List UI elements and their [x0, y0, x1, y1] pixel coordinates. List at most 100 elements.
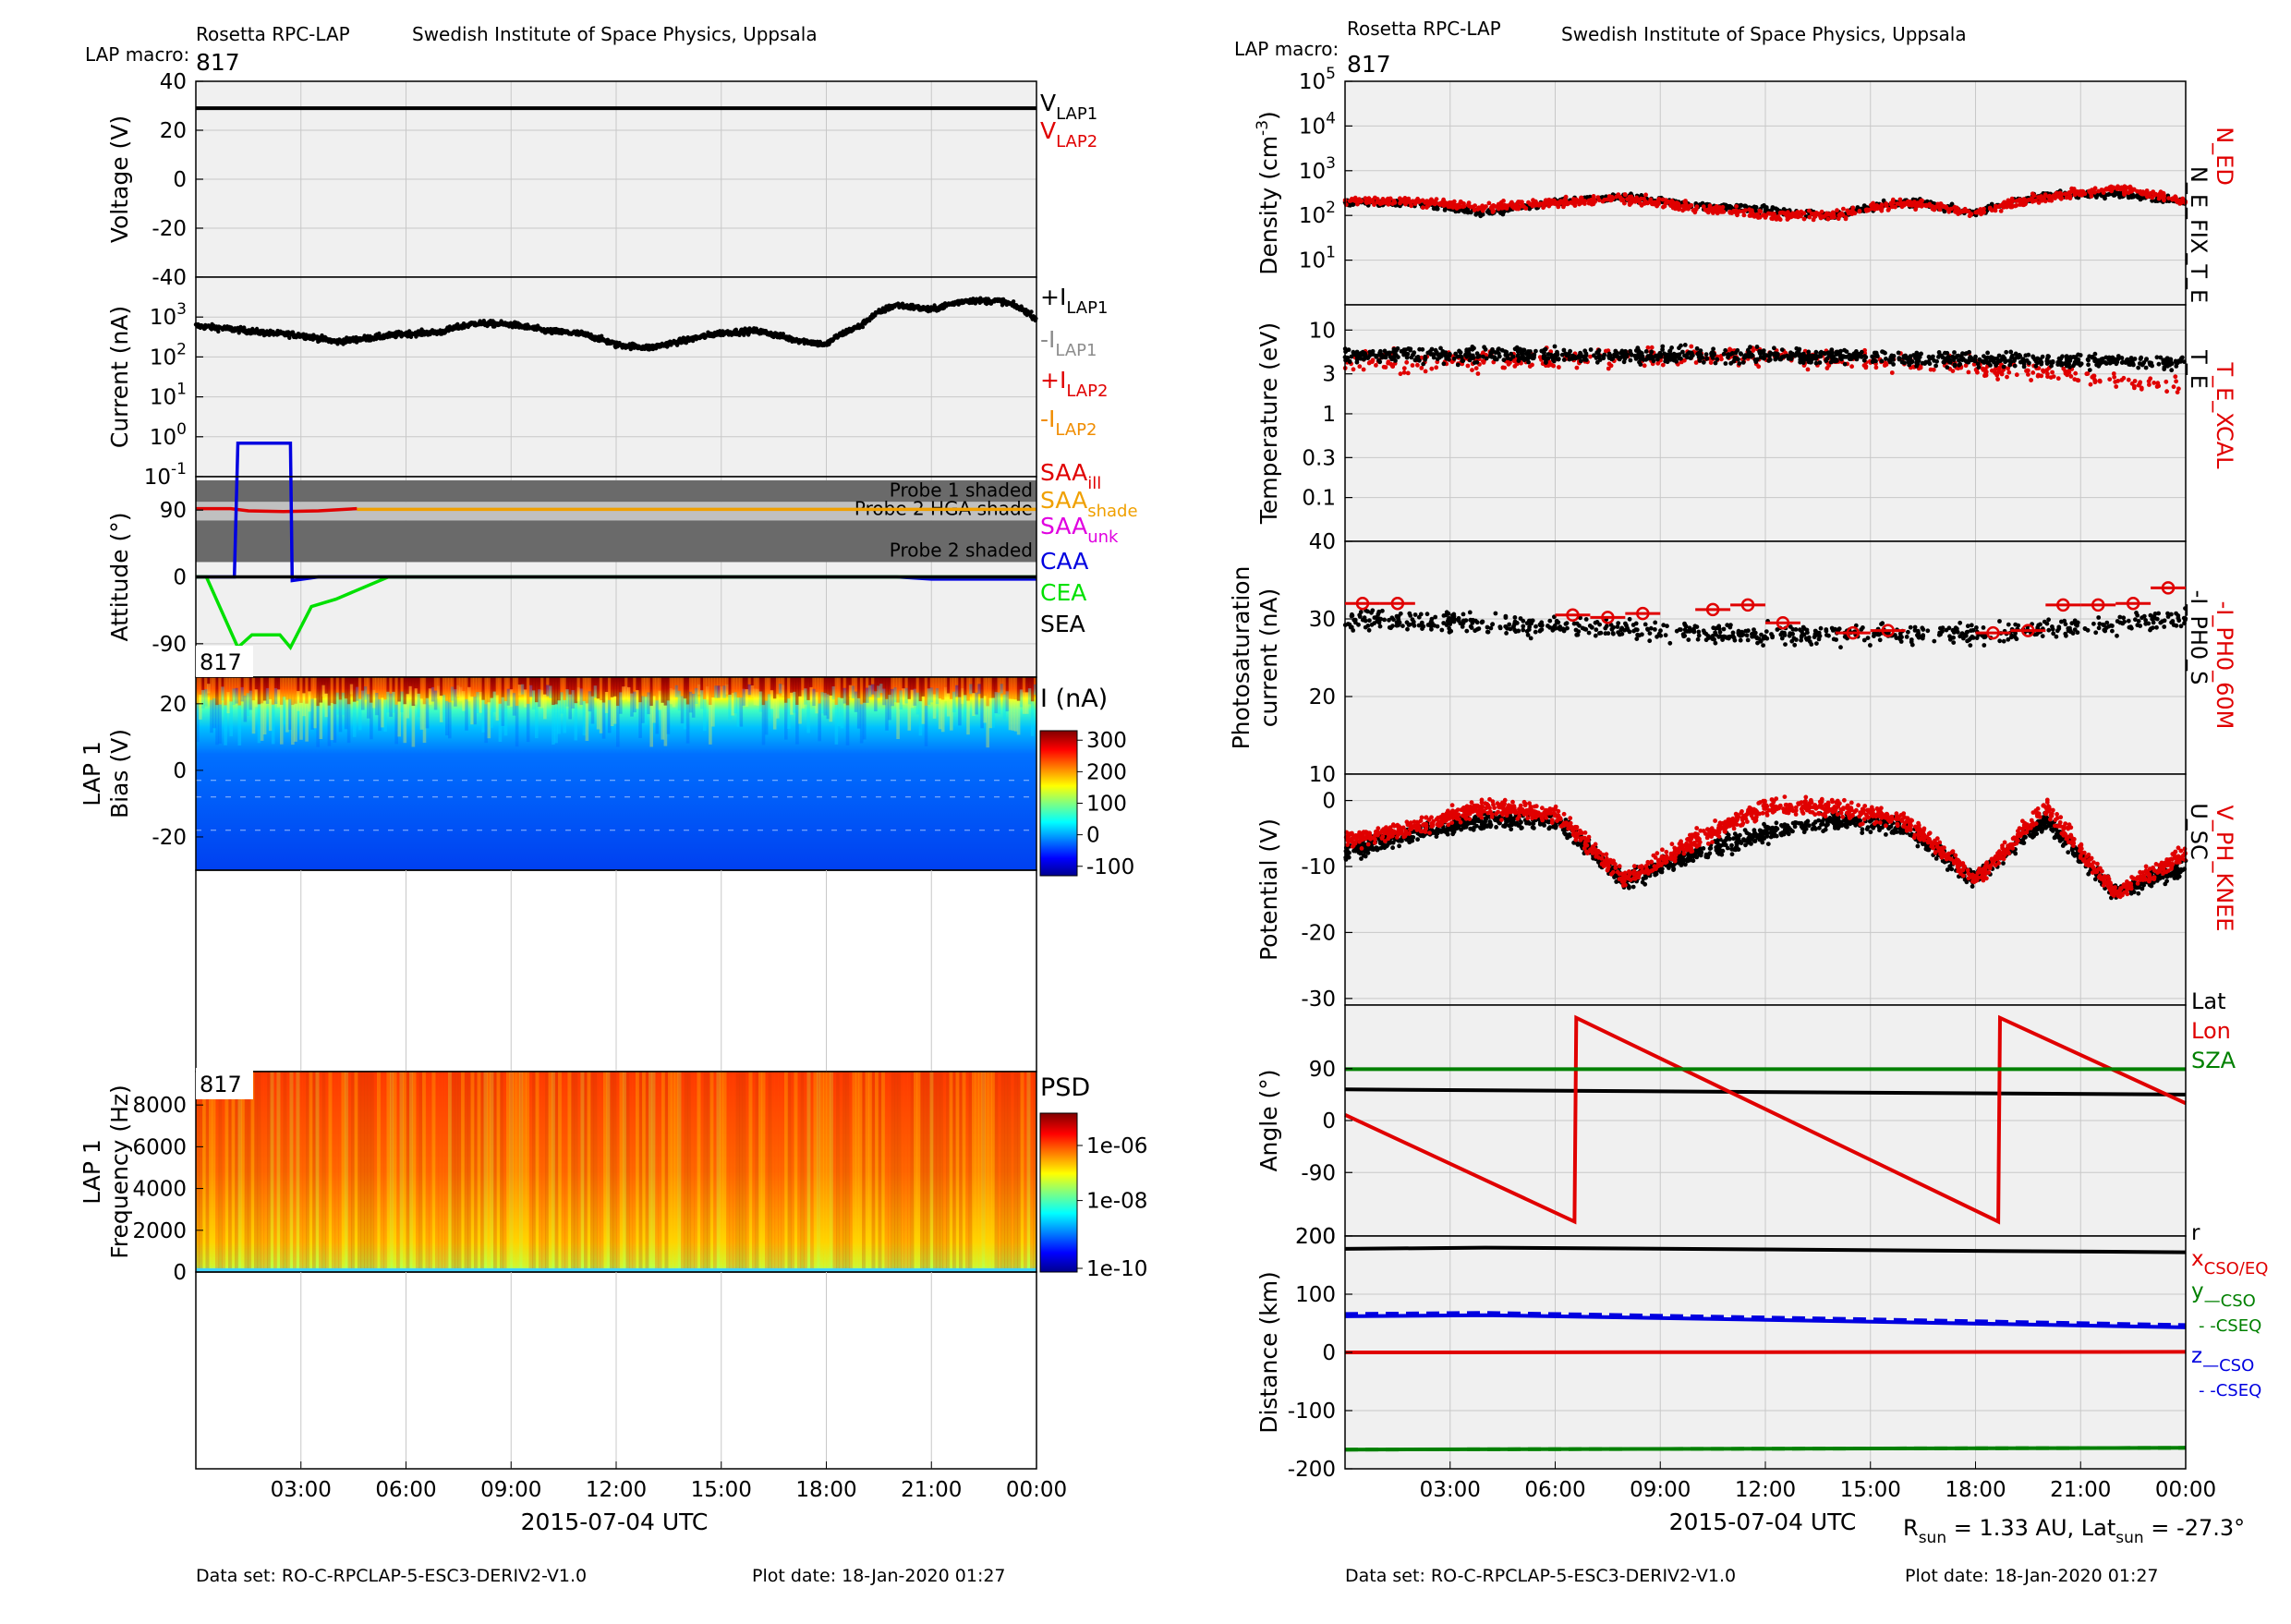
temperature-point [1357, 364, 1362, 369]
spectrogram-column [478, 1072, 481, 1272]
spectrogram-column [1017, 1072, 1021, 1272]
temperature-point [1404, 360, 1409, 365]
spectrogram-column [266, 688, 270, 704]
spectrogram-column [535, 677, 539, 702]
density-point [1688, 204, 1692, 209]
spectrogram-column [842, 1072, 846, 1272]
spectrogram-column [1001, 1072, 1005, 1272]
spectrogram-column [536, 1072, 539, 1272]
spectrogram-column [316, 677, 320, 706]
density-point [1841, 212, 1846, 217]
density-point [1597, 198, 1602, 202]
spectrogram-column [266, 677, 270, 688]
temperature-point [1929, 368, 1933, 372]
spectrogram-column [633, 1072, 636, 1272]
spectrogram-column [833, 1072, 837, 1272]
spectrogram-column [232, 1072, 236, 1272]
temperature-point [1470, 368, 1474, 372]
spectrogram-column [493, 692, 497, 712]
density-point [1628, 195, 1632, 200]
spectrogram-column [434, 677, 438, 691]
spectrogram-column [426, 677, 430, 698]
spectrogram-column [779, 684, 782, 693]
density-point [1376, 197, 1380, 201]
y-tick-label: 103 [1299, 154, 1336, 184]
density-point [1519, 204, 1523, 209]
density-point [1764, 215, 1768, 220]
spectrogram-column [600, 1072, 604, 1272]
spectrogram-column [795, 677, 799, 705]
spectrogram-column [703, 699, 707, 731]
spectrogram-column [736, 1072, 740, 1272]
density-point [1891, 200, 1896, 205]
spectrogram-column [375, 677, 379, 693]
spectrogram-column [249, 677, 253, 691]
temperature-point [2139, 387, 2144, 392]
spectrogram-column [797, 1072, 801, 1272]
spectrogram-column [770, 690, 774, 709]
spectrogram-column [519, 1072, 523, 1272]
temperature-point [1370, 359, 1375, 364]
spectrogram-column [1006, 677, 1010, 691]
spectrogram-column [562, 1072, 565, 1272]
density-point [1958, 210, 1963, 214]
temperature-point [1560, 353, 1565, 358]
spectrogram-column [607, 1072, 611, 1272]
temperature-point [1995, 377, 2000, 382]
density-point [1572, 201, 1577, 206]
density-point [1999, 209, 2004, 213]
temperature-point [2112, 371, 2116, 376]
temperature-point [1411, 363, 1415, 368]
spectrogram-column [224, 677, 227, 705]
spectrogram-column [620, 1072, 624, 1272]
colorbar [1040, 1113, 1077, 1272]
spectrogram-column [283, 697, 286, 724]
density-point [1879, 209, 1884, 213]
spectrogram-column [1011, 1072, 1014, 1272]
density-point [1587, 199, 1592, 203]
spectrogram-column [434, 691, 438, 710]
density-point [2021, 197, 2026, 201]
spectrogram-column [881, 1072, 885, 1272]
spectrogram-column [707, 1072, 710, 1272]
spectrogram-column [361, 1072, 365, 1272]
spectrogram-column [325, 1072, 329, 1272]
density-point [1592, 201, 1596, 206]
density-point [1826, 217, 1831, 222]
density-point [1533, 203, 1538, 208]
spectrogram-column [350, 677, 354, 685]
spectrogram-column [703, 677, 707, 699]
spectrogram-column [568, 1072, 572, 1272]
spectrogram-column [952, 1072, 956, 1272]
spectrogram-column [1030, 1072, 1034, 1272]
spectrogram-column [879, 677, 883, 684]
spectrogram-column [504, 701, 508, 735]
temperature-point [1402, 366, 1407, 370]
spectrogram-column [306, 1072, 309, 1272]
colorbar-tick-label: 1e-10 [1086, 1257, 1147, 1281]
spectrogram-column [661, 677, 665, 703]
temperature-point [2172, 384, 2176, 389]
spectrogram-column [560, 692, 564, 713]
spectrogram-column [267, 1072, 271, 1272]
spectrogram-column [539, 1072, 542, 1272]
density-point [1976, 211, 1981, 215]
spectrogram-column [875, 1072, 879, 1272]
spectrogram-column [345, 1072, 348, 1272]
temperature-point [1419, 366, 1424, 370]
spectrogram-column [293, 1072, 297, 1272]
spectrogram-column [308, 691, 311, 711]
density-point [1481, 209, 1485, 213]
temperature-point [1466, 364, 1471, 369]
density-point [1773, 214, 1777, 219]
density-point [1886, 208, 1891, 212]
left-macro-value: 817 [196, 49, 240, 76]
density-point [1364, 200, 1368, 204]
temperature-point [1362, 368, 1366, 372]
spectrogram-column [862, 1072, 866, 1272]
spectrogram-column [406, 1072, 410, 1272]
spectrogram-column [412, 706, 416, 746]
spectrogram-column [510, 677, 514, 689]
spectrogram-column [782, 1072, 785, 1272]
